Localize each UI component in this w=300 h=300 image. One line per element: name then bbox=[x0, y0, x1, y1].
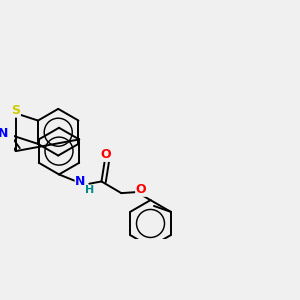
Text: S: S bbox=[11, 104, 20, 117]
Text: O: O bbox=[101, 148, 111, 161]
Text: O: O bbox=[136, 183, 146, 196]
Text: N: N bbox=[0, 127, 8, 140]
Text: H: H bbox=[85, 185, 94, 195]
Text: N: N bbox=[75, 175, 85, 188]
